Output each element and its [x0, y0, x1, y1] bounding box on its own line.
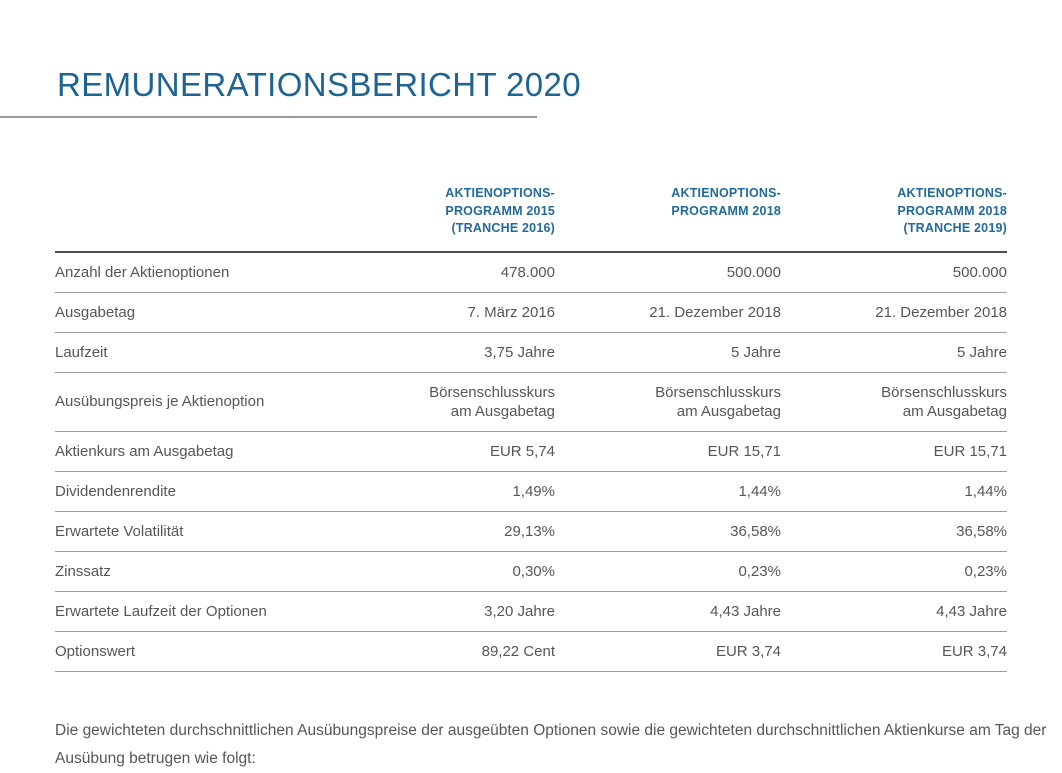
row-label: Laufzeit	[55, 332, 415, 373]
row-value: 21. Dezember 2018	[555, 292, 781, 333]
table-row: Laufzeit 3,75 Jahre 5 Jahre 5 Jahre	[55, 332, 1007, 373]
row-value: 21. Dezember 2018	[781, 292, 1007, 333]
table-row: Ausübungspreis je Aktienoption Börsensch…	[55, 372, 1007, 432]
title-underline-rule	[0, 116, 537, 118]
row-value: 500.000	[781, 251, 1007, 293]
row-label: Aktienkurs am Ausgabetag	[55, 431, 415, 472]
row-label: Dividendenrendite	[55, 471, 415, 512]
page-title: REMUNERATIONSBERICHT 2020	[57, 66, 582, 104]
row-value: EUR 3,74	[555, 631, 781, 672]
row-value: 1,44%	[781, 471, 1007, 512]
row-value: 3,75 Jahre	[415, 332, 555, 373]
table-header-row: AKTIENOPTIONS- PROGRAMM 2015 (TRANCHE 20…	[55, 183, 1007, 253]
column-header-programm-2015-tranche-2016: AKTIENOPTIONS- PROGRAMM 2015 (TRANCHE 20…	[415, 183, 555, 253]
row-value: Börsenschlusskurs am Ausgabetag	[555, 372, 781, 432]
row-value: EUR 15,71	[781, 431, 1007, 472]
row-value: 1,49%	[415, 471, 555, 512]
row-label: Erwartete Volatilität	[55, 511, 415, 552]
row-label: Erwartete Laufzeit der Optionen	[55, 591, 415, 632]
row-value: EUR 15,71	[555, 431, 781, 472]
row-value: EUR 5,74	[415, 431, 555, 472]
row-value: 29,13%	[415, 511, 555, 552]
row-value: EUR 3,74	[781, 631, 1007, 672]
row-value: 0,23%	[781, 551, 1007, 592]
row-value: 0,23%	[555, 551, 781, 592]
table-row: Optionswert 89,22 Cent EUR 3,74 EUR 3,74	[55, 631, 1007, 672]
column-header-programm-2018: AKTIENOPTIONS- PROGRAMM 2018	[555, 183, 781, 253]
row-value: 36,58%	[781, 511, 1007, 552]
table-row: Aktienkurs am Ausgabetag EUR 5,74 EUR 15…	[55, 431, 1007, 472]
row-value: 4,43 Jahre	[781, 591, 1007, 632]
row-value: 5 Jahre	[781, 332, 1007, 373]
intro-paragraph: Die gewichteten durchschnittlichen Ausüb…	[55, 721, 1047, 767]
row-value: 4,43 Jahre	[555, 591, 781, 632]
stock-option-program-table: AKTIENOPTIONS- PROGRAMM 2015 (TRANCHE 20…	[55, 183, 1007, 672]
row-label: Zinssatz	[55, 551, 415, 592]
row-value: 1,44%	[555, 471, 781, 512]
row-label: Ausgabetag	[55, 292, 415, 333]
table-row: Anzahl der Aktienoptionen 478.000 500.00…	[55, 251, 1007, 293]
table-row: Zinssatz 0,30% 0,23% 0,23%	[55, 551, 1007, 592]
row-value: 3,20 Jahre	[415, 591, 555, 632]
row-label: Optionswert	[55, 631, 415, 672]
row-value: 36,58%	[555, 511, 781, 552]
row-label: Ausübungspreis je Aktienoption	[55, 372, 415, 432]
row-value: 500.000	[555, 251, 781, 293]
row-value: Börsenschlusskurs am Ausgabetag	[781, 372, 1007, 432]
row-value: 5 Jahre	[555, 332, 781, 373]
row-label-column-header	[55, 183, 415, 253]
options-table: AKTIENOPTIONS- PROGRAMM 2015 (TRANCHE 20…	[55, 183, 1007, 672]
row-label: Anzahl der Aktienoptionen	[55, 251, 415, 293]
table-row: Erwartete Laufzeit der Optionen 3,20 Jah…	[55, 591, 1007, 632]
table-row: Ausgabetag 7. März 2016 21. Dezember 201…	[55, 292, 1007, 333]
row-value: Börsenschlusskurs am Ausgabetag	[415, 372, 555, 432]
row-value: 89,22 Cent	[415, 631, 555, 672]
row-value: 7. März 2016	[415, 292, 555, 333]
table-row: Dividendenrendite 1,49% 1,44% 1,44%	[55, 471, 1007, 512]
table-row: Erwartete Volatilität 29,13% 36,58% 36,5…	[55, 511, 1007, 552]
column-header-programm-2018-tranche-2019: AKTIENOPTIONS- PROGRAMM 2018 (TRANCHE 20…	[781, 183, 1007, 253]
row-value: 478.000	[415, 251, 555, 293]
row-value: 0,30%	[415, 551, 555, 592]
